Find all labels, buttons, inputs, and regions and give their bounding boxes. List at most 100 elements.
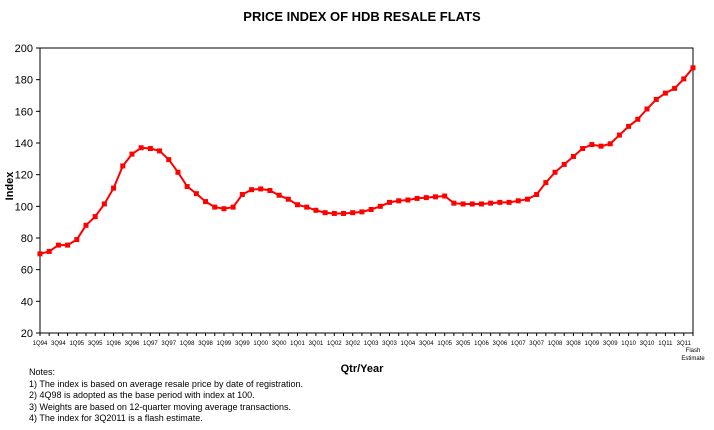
- data-point: [543, 180, 549, 186]
- x-tick-label: 1Q05: [437, 341, 452, 347]
- x-tick-label: 3Q10: [640, 341, 655, 347]
- data-point: [442, 193, 448, 199]
- x-tick-label: 3Q06: [493, 341, 508, 347]
- x-tick-label: 3Q99: [235, 341, 250, 347]
- data-point: [405, 197, 411, 203]
- y-tick-label: 160: [15, 106, 33, 118]
- data-point: [635, 116, 641, 122]
- data-point: [589, 142, 595, 148]
- x-tick-label: 3Q11: [677, 341, 692, 347]
- data-point: [396, 198, 402, 204]
- data-point: [561, 161, 567, 167]
- data-point: [157, 148, 163, 154]
- x-tick-label: 1Q07: [511, 341, 526, 347]
- data-point: [580, 146, 586, 152]
- x-tick-label: 1Q06: [474, 341, 489, 347]
- x-tick-label: 3Q07: [529, 341, 544, 347]
- data-point: [147, 146, 153, 152]
- data-point: [506, 199, 512, 205]
- data-point: [46, 248, 52, 254]
- plot-frame: [39, 47, 694, 334]
- data-point: [65, 242, 71, 248]
- x-tick-label: 1Q04: [401, 341, 416, 347]
- note-item: 2) 4Q98 is adopted as the base period wi…: [29, 390, 255, 400]
- x-tick-label: 3Q96: [125, 341, 140, 347]
- data-point: [350, 210, 356, 216]
- x-tick-label: 1Q02: [327, 341, 342, 347]
- data-point: [690, 65, 696, 71]
- x-tick-label: 3Q94: [51, 341, 66, 347]
- data-point: [423, 195, 429, 201]
- data-point: [524, 196, 530, 202]
- data-point: [101, 201, 107, 207]
- x-tick-label: 1Q99: [217, 341, 232, 347]
- y-tick-label: 60: [21, 265, 33, 277]
- data-point: [626, 123, 632, 129]
- x-tick-label: 3Q97: [161, 341, 176, 347]
- y-tick-label: 40: [21, 296, 33, 308]
- y-tick-label: 140: [15, 138, 33, 150]
- data-point: [267, 188, 273, 193]
- x-tick-label-note: Estimate: [681, 356, 705, 362]
- data-point: [230, 204, 236, 210]
- data-point: [193, 191, 199, 197]
- x-tick-label: 3Q98: [198, 341, 213, 347]
- data-point: [515, 198, 521, 204]
- data-point: [478, 201, 484, 207]
- data-point: [368, 207, 374, 212]
- x-tick-label: 1Q96: [106, 341, 121, 347]
- data-point: [534, 191, 540, 197]
- data-point: [295, 202, 301, 208]
- data-point: [451, 200, 457, 206]
- data-point: [313, 207, 319, 213]
- data-point: [607, 141, 613, 147]
- data-point: [120, 163, 126, 169]
- data-point: [331, 210, 337, 216]
- data-point: [55, 242, 61, 248]
- data-point: [74, 237, 80, 243]
- x-tick-label: 1Q94: [33, 341, 48, 347]
- data-point: [111, 185, 117, 191]
- x-tick-label: 3Q04: [419, 341, 434, 347]
- y-tick-label: 20: [21, 328, 33, 340]
- data-point: [83, 222, 89, 228]
- data-point: [138, 145, 144, 151]
- x-tick-label: 3Q01: [309, 341, 324, 347]
- data-point: [184, 184, 190, 190]
- x-tick-label: 3Q08: [566, 341, 581, 347]
- notes: Notes: 1) The index is based on average …: [29, 367, 303, 425]
- data-point: [460, 201, 466, 207]
- note-item: 1) The index is based on average resale …: [29, 378, 303, 389]
- data-point: [377, 203, 383, 209]
- data-point: [37, 251, 43, 257]
- x-tick-label-note: Flash: [686, 348, 701, 354]
- data-point: [203, 199, 209, 205]
- data-point: [221, 206, 227, 212]
- data-point: [432, 194, 438, 200]
- x-tick-label: 1Q95: [69, 341, 84, 347]
- x-tick-label: 1Q11: [658, 341, 673, 347]
- x-tick-label: 1Q97: [143, 341, 158, 347]
- data-point: [285, 196, 291, 202]
- data-point: [258, 186, 264, 192]
- data-point: [92, 214, 98, 220]
- note-item: 3) Weights are based on 12-quarter movin…: [29, 401, 291, 412]
- data-point: [359, 209, 365, 215]
- data-point: [552, 169, 558, 175]
- data-point: [304, 204, 310, 210]
- x-tick-label: 3Q05: [456, 341, 471, 347]
- data-point: [488, 200, 494, 206]
- data-point: [212, 204, 218, 210]
- data-point: [662, 90, 668, 96]
- series-line: [39, 67, 694, 255]
- x-tick-label: 3Q00: [272, 341, 287, 347]
- x-tick-label: 1Q01: [290, 341, 305, 347]
- data-point: [386, 199, 392, 205]
- x-tick-label: 1Q10: [621, 341, 636, 347]
- data-point: [129, 151, 135, 157]
- x-tick-label: 1Q00: [253, 341, 268, 347]
- data-point: [175, 169, 181, 175]
- data-point: [598, 143, 604, 149]
- data-point: [570, 153, 576, 159]
